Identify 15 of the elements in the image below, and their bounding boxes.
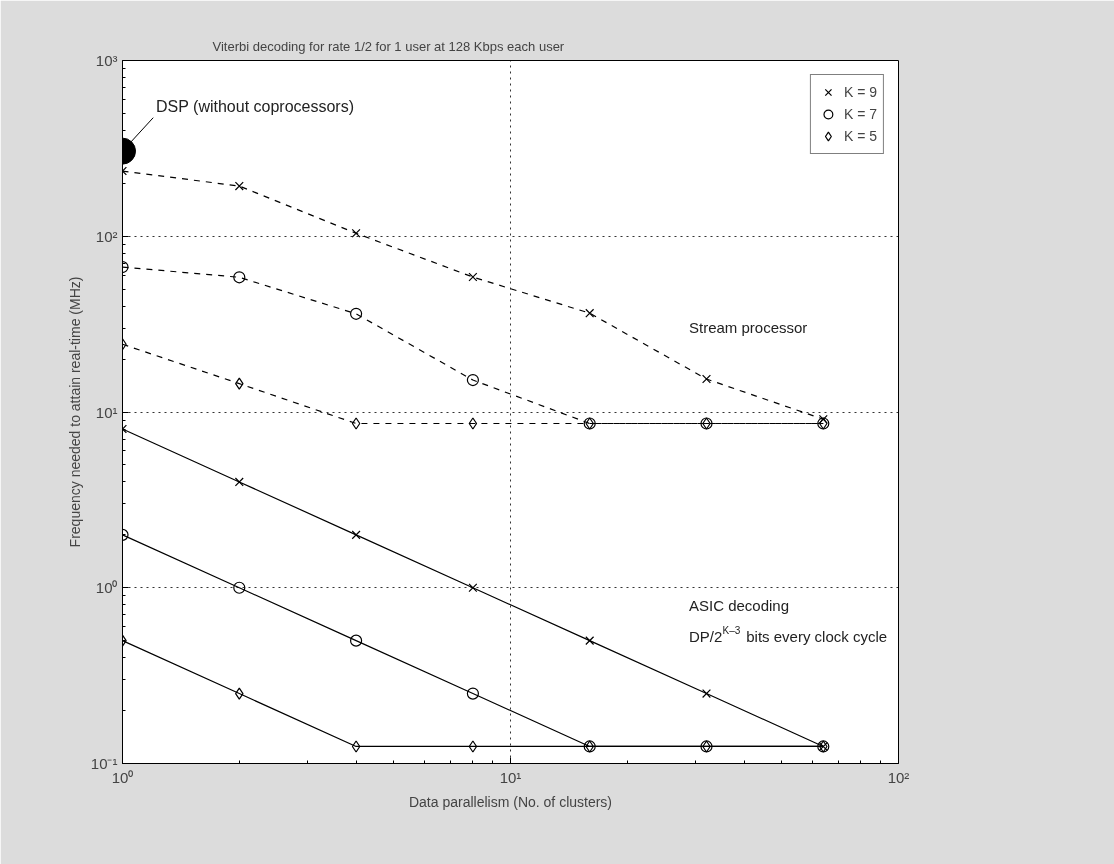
- annotation: DSP (without coprocessors): [156, 97, 355, 115]
- legend-label: K = 9: [843, 84, 877, 100]
- annotation: Stream processor: [688, 319, 808, 337]
- x-axis-title: Data parallelism (No. of clusters): [408, 793, 613, 810]
- chart-title: Viterbi decoding for rate 1/2 for 1 user at 128 Kbps each user: [212, 38, 565, 54]
- annotation: ASIC decoding: [688, 596, 790, 614]
- y-tick-label: 10¹: [95, 403, 118, 421]
- y-tick-label: 10²: [95, 227, 118, 245]
- legend-label: K = 7: [843, 106, 877, 122]
- x-tick-label: 10²: [887, 768, 910, 786]
- y-tick-label: 10³: [95, 52, 118, 69]
- y-axis-title: Frequency needed to attain real-time (MHz): [66, 276, 83, 548]
- legend-label: K = 5: [843, 128, 877, 144]
- y-tick-label: 10⁰: [95, 579, 118, 597]
- x-tick-label: 10¹: [499, 768, 522, 786]
